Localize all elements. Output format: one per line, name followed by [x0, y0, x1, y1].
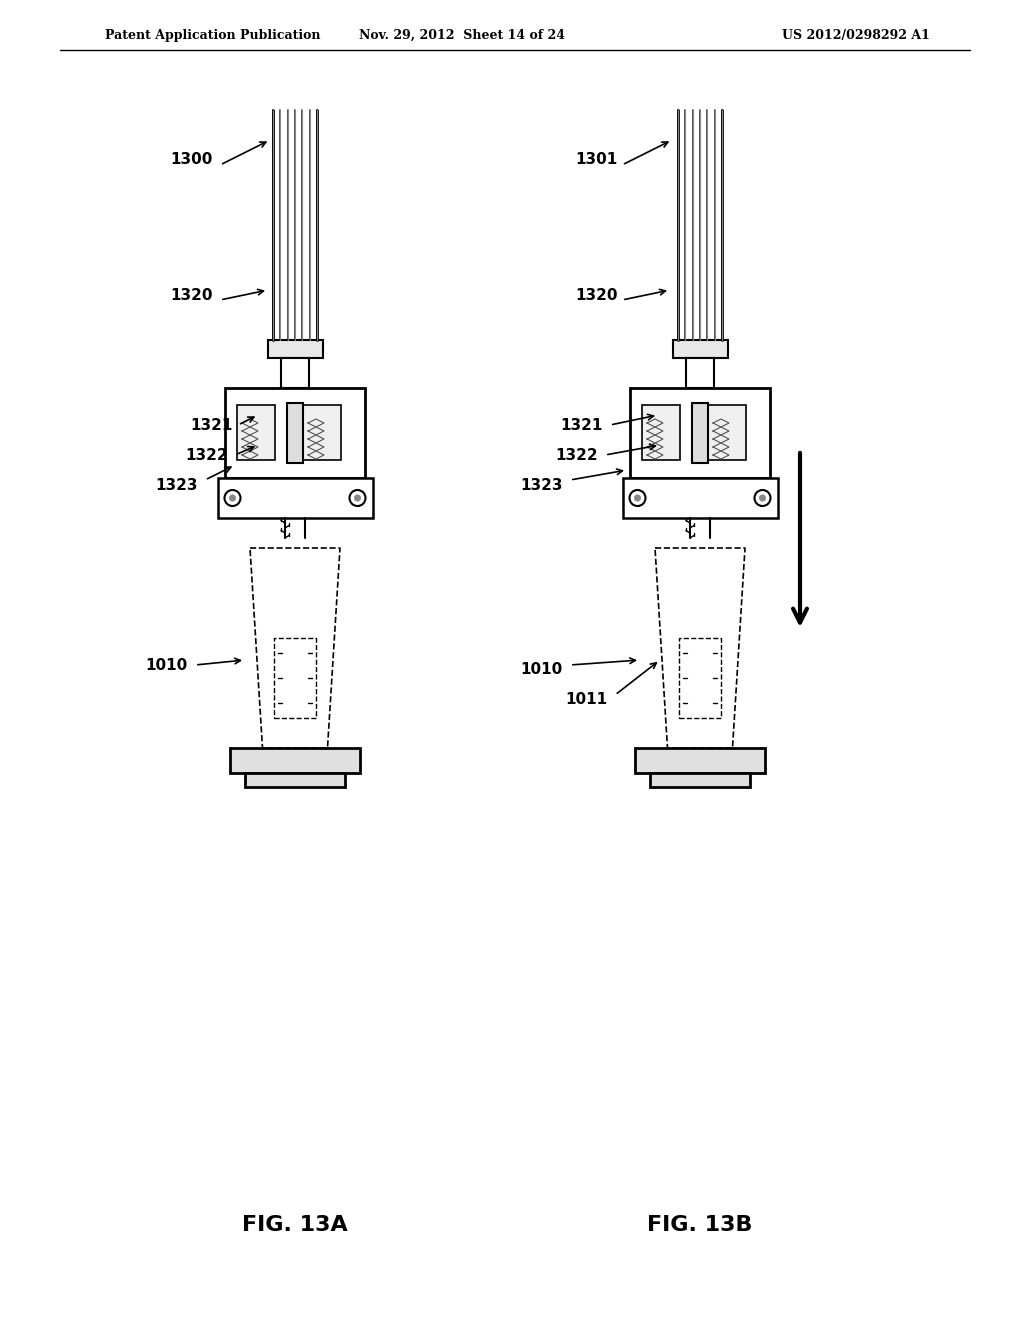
Text: 1321: 1321 — [560, 417, 602, 433]
Bar — [673, 341, 727, 358]
Text: FIG. 13B: FIG. 13B — [647, 1214, 753, 1236]
Bar — [303, 405, 341, 459]
Text: 1010: 1010 — [145, 657, 187, 672]
Bar — [630, 388, 770, 478]
Text: US 2012/0298292 A1: US 2012/0298292 A1 — [782, 29, 930, 41]
Bar — [281, 358, 309, 388]
Bar — [267, 341, 323, 358]
Bar — [692, 403, 708, 463]
Text: 1323: 1323 — [520, 478, 562, 492]
Text: 1010: 1010 — [520, 663, 562, 677]
Bar — [237, 405, 275, 459]
Bar — [623, 478, 777, 517]
Circle shape — [634, 495, 641, 502]
Bar — [245, 774, 345, 787]
Circle shape — [354, 495, 360, 502]
Text: 1301: 1301 — [575, 153, 617, 168]
Text: 1011: 1011 — [565, 693, 607, 708]
Bar — [642, 405, 680, 459]
Bar — [217, 478, 373, 517]
Text: 1320: 1320 — [575, 288, 617, 302]
Text: 1322: 1322 — [185, 447, 227, 462]
Bar — [230, 748, 360, 774]
Bar — [650, 774, 750, 787]
Text: Nov. 29, 2012  Sheet 14 of 24: Nov. 29, 2012 Sheet 14 of 24 — [359, 29, 565, 41]
Bar — [287, 403, 303, 463]
Text: 1323: 1323 — [155, 478, 198, 492]
Text: 1320: 1320 — [170, 288, 213, 302]
Bar — [225, 388, 365, 478]
Text: 1300: 1300 — [170, 153, 212, 168]
Text: Patent Application Publication: Patent Application Publication — [105, 29, 321, 41]
Bar — [635, 748, 765, 774]
Text: 1321: 1321 — [190, 417, 232, 433]
Text: 1322: 1322 — [555, 447, 598, 462]
Bar — [686, 358, 714, 388]
Bar — [708, 405, 746, 459]
Text: FIG. 13A: FIG. 13A — [242, 1214, 348, 1236]
Bar — [679, 638, 721, 718]
Circle shape — [760, 495, 766, 502]
Circle shape — [229, 495, 236, 502]
Bar — [274, 638, 316, 718]
